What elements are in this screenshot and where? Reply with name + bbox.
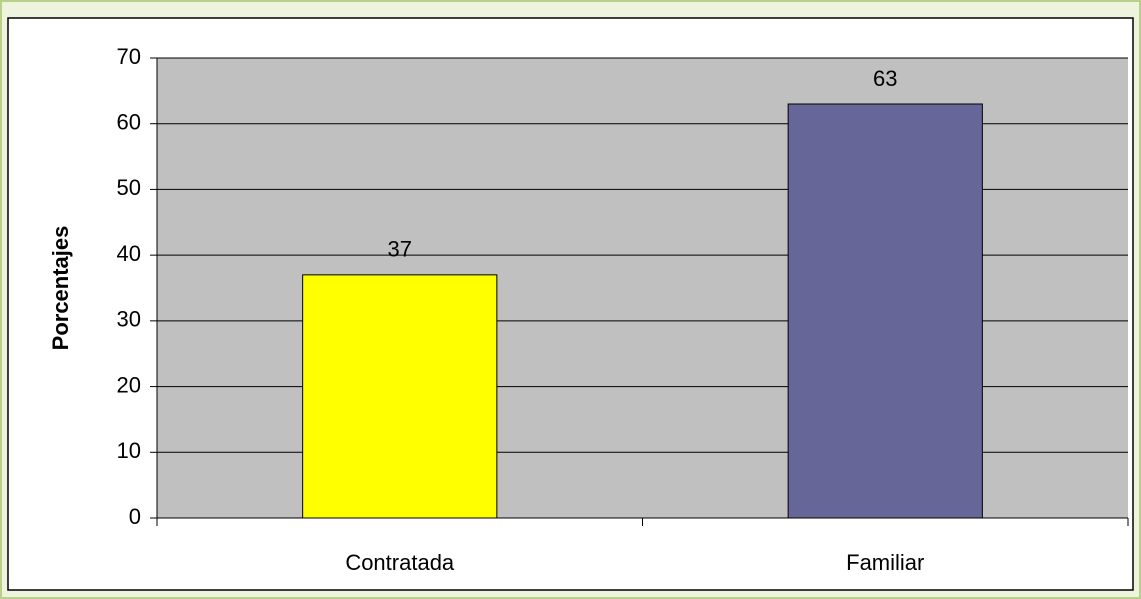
data-label: 37	[388, 237, 412, 262]
bar	[787, 103, 983, 519]
y-tick-label: 50	[117, 175, 141, 200]
y-tick-label: 10	[117, 438, 141, 463]
y-tick-label: 0	[129, 504, 141, 529]
data-label: 63	[873, 66, 897, 91]
x-tick-label: Familiar	[846, 550, 924, 575]
y-tick-label: 70	[117, 44, 141, 69]
y-tick-label: 60	[117, 110, 141, 135]
bar	[302, 274, 498, 519]
y-axis-label: Porcentajes	[48, 226, 73, 351]
y-tick-label: 30	[117, 307, 141, 332]
y-tick-label: 20	[117, 372, 141, 397]
y-tick-label: 40	[117, 241, 141, 266]
x-tick-label: Contratada	[345, 550, 455, 575]
